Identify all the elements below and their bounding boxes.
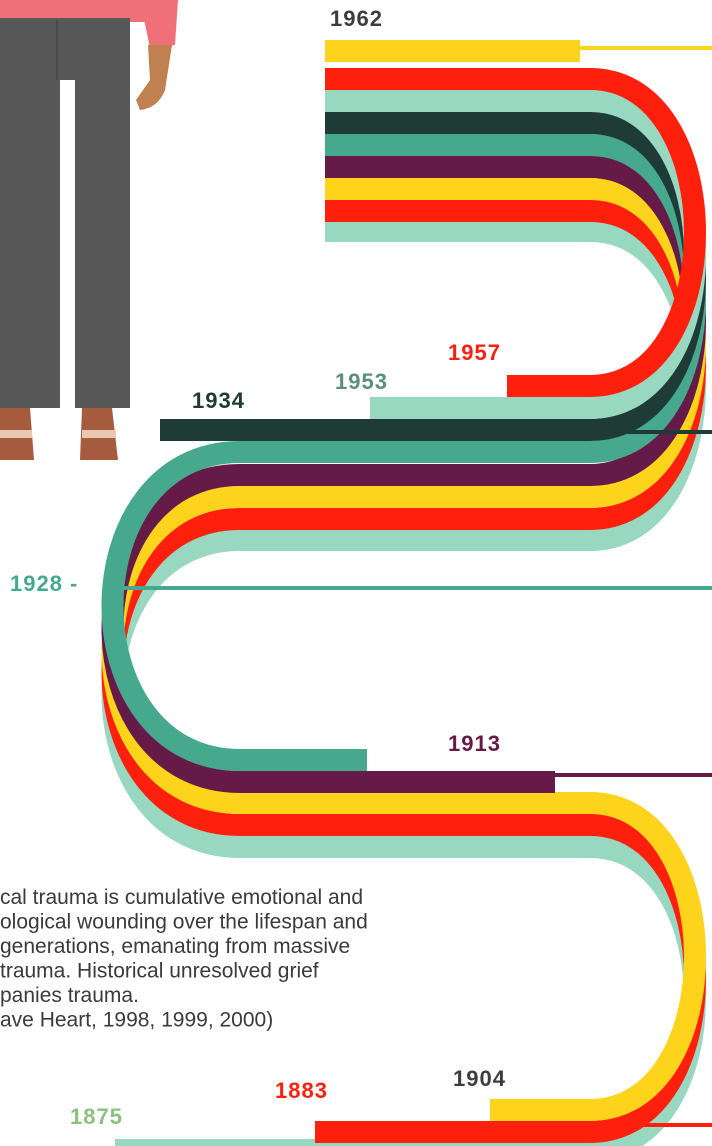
- shoe-lace: [0, 430, 32, 438]
- year-label: 1904: [453, 1066, 506, 1091]
- pants: [0, 18, 130, 408]
- paragraph-line: panies trauma.: [0, 984, 139, 1007]
- year-label: 1953: [335, 369, 388, 394]
- year-label: 1875: [70, 1104, 123, 1129]
- year-label: 1957: [448, 340, 501, 365]
- person: [0, 0, 178, 460]
- year-label: 1883: [275, 1078, 328, 1103]
- paragraph-line: ological wounding over the lifespan and: [0, 911, 368, 934]
- year-label: 1934: [192, 388, 245, 413]
- infographic: 1962 1957 1953 1934 1928 - 1913 1904 1883 1875 ca…: [0, 0, 712, 1146]
- paragraph-line: generations, emanating from massive: [0, 935, 350, 958]
- shoe-lace: [82, 430, 116, 438]
- year-label: 1913: [448, 731, 501, 756]
- paragraph-line: trauma. Historical unresolved grief: [0, 960, 319, 983]
- paragraph-line: ave Heart, 1998, 1999, 2000): [0, 1009, 273, 1032]
- band: [113, 211, 696, 1132]
- paragraph-line: cal trauma is cumulative emotional and: [0, 886, 363, 909]
- year-label: 1928 -: [10, 571, 78, 596]
- band: [113, 167, 696, 782]
- year-label: 1962: [330, 6, 383, 31]
- hand: [136, 45, 172, 110]
- sleeve: [140, 0, 178, 48]
